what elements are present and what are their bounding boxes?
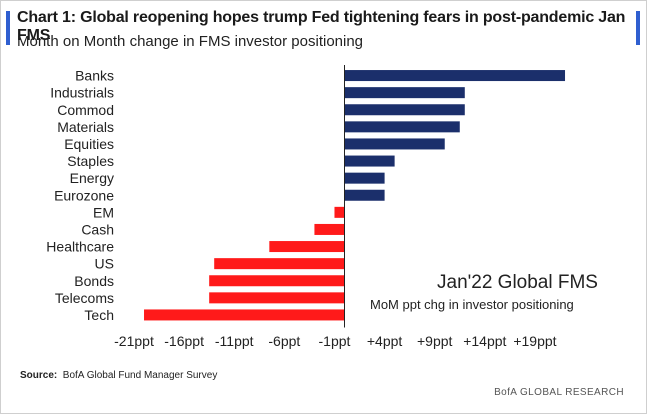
category-label-materials: Materials <box>57 119 114 135</box>
x-tick-label: +9ppt <box>417 333 453 349</box>
source-label: Source: <box>20 370 58 381</box>
x-tick-label: -11ppt <box>215 333 254 349</box>
x-tick-label: +19ppt <box>513 333 556 349</box>
brand-footer: BofA GLOBAL RESEARCH <box>494 387 624 398</box>
bar-commod <box>344 104 465 116</box>
bar-bonds <box>209 275 345 287</box>
category-label-em: EM <box>93 204 114 220</box>
x-tick-label: -21ppt <box>114 333 154 349</box>
category-label-industrials: Industrials <box>50 85 114 101</box>
category-label-us: US <box>95 256 114 272</box>
bar-tech <box>144 309 345 321</box>
category-label-cash: Cash <box>81 221 114 237</box>
bar-equities <box>344 138 445 150</box>
x-tick-label: -6ppt <box>268 333 300 349</box>
bar-industrials <box>344 87 465 99</box>
x-tick-label: +4ppt <box>367 333 403 349</box>
category-label-tech: Tech <box>84 307 114 323</box>
category-label-energy: Energy <box>70 170 114 186</box>
bar-eurozone <box>344 189 385 201</box>
bar-telecoms <box>209 292 345 304</box>
category-label-commod: Commod <box>57 102 114 118</box>
chart-subtitle: Month on Month change in FMS investor po… <box>17 33 364 50</box>
bar-healthcare <box>269 241 345 253</box>
bar-em <box>334 206 345 218</box>
bar-us <box>214 258 345 270</box>
annotation-title: Jan'22 Global FMS <box>437 272 598 293</box>
category-label-bonds: Bonds <box>74 273 114 289</box>
chart-title: Chart 1: Global reopening hopes trump Fe… <box>17 9 626 44</box>
category-label-eurozone: Eurozone <box>54 187 114 203</box>
annotation-subtitle: MoM ppt chg in investor positioning <box>370 297 574 312</box>
bar-staples <box>344 155 395 167</box>
bar-energy <box>344 172 385 184</box>
source-note: Source: BofA Global Fund Manager Survey <box>20 370 217 381</box>
category-label-healthcare: Healthcare <box>46 239 114 255</box>
right-accent-bar <box>636 11 640 45</box>
bar-cash <box>314 223 345 235</box>
x-tick-label: -1ppt <box>319 333 351 349</box>
category-label-banks: Banks <box>75 68 114 84</box>
bar-banks <box>344 70 566 82</box>
category-label-telecoms: Telecoms <box>55 290 114 306</box>
x-tick-label: -16ppt <box>164 333 204 349</box>
left-accent-bar <box>6 11 10 45</box>
category-label-staples: Staples <box>67 153 114 169</box>
source-text: BofA Global Fund Manager Survey <box>62 370 218 381</box>
x-tick-label: +14ppt <box>463 333 506 349</box>
category-label-equities: Equities <box>64 136 114 152</box>
bar-materials <box>344 121 460 133</box>
